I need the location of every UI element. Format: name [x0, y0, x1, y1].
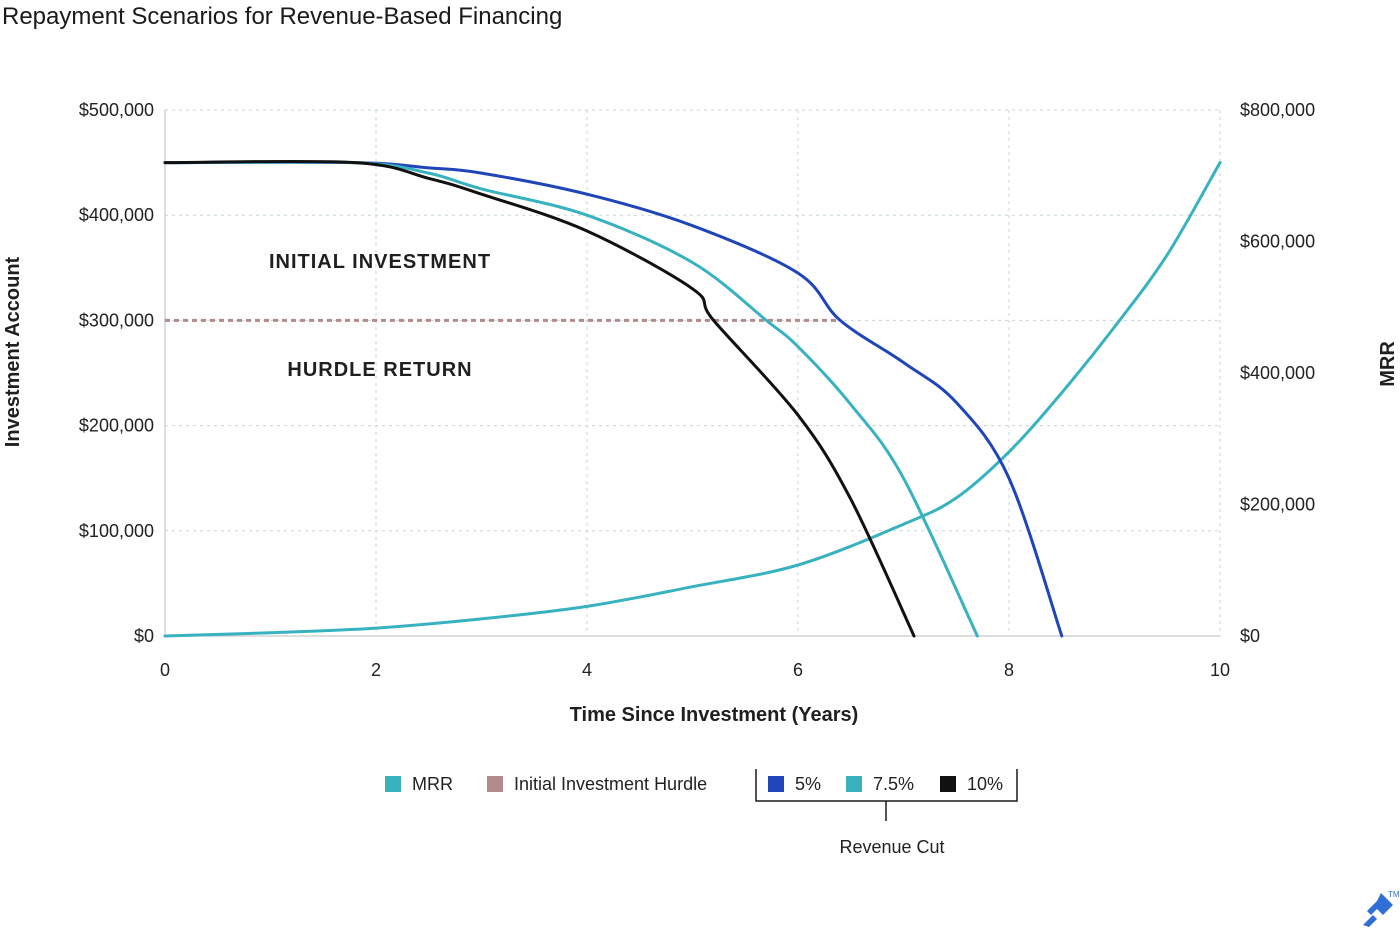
- legend-hurdle-label: Initial Investment Hurdle: [514, 774, 707, 794]
- y2-tick-label: $800,000: [1240, 100, 1315, 120]
- region-labels: INITIAL INVESTMENT HURDLE RETURN: [269, 251, 491, 381]
- chart-title: Repayment Scenarios for Revenue-Based Fi…: [2, 3, 562, 30]
- y-axis-label: Investment Account: [2, 256, 24, 447]
- y-tick-label: $0: [134, 626, 154, 646]
- series-line-7-5: [163, 160, 979, 638]
- legend-group-label: Revenue Cut: [839, 837, 944, 857]
- y-tick-label: $500,000: [79, 100, 154, 120]
- x-axis-label: Time Since Investment (Years): [570, 704, 859, 726]
- y2-tick-label: $200,000: [1240, 495, 1315, 515]
- legend-7-5pct-swatch: [846, 776, 862, 792]
- series-lines: [163, 159, 1222, 638]
- series-line-mrr: [163, 161, 1222, 638]
- grid: [164, 109, 1221, 637]
- legend-5pct-swatch: [768, 776, 784, 792]
- x-tick-label: 10: [1210, 660, 1230, 680]
- region-label: HURDLE RETURN: [287, 359, 472, 381]
- legend-mrr-label: MRR: [412, 774, 453, 794]
- x-tick-label: 4: [582, 660, 592, 680]
- region-label: INITIAL INVESTMENT: [269, 251, 491, 273]
- series-line-10: [163, 159, 916, 638]
- x-tick-label: 8: [1004, 660, 1014, 680]
- legend-10pct-label: 10%: [967, 774, 1003, 794]
- y-tick-label: $100,000: [79, 521, 154, 541]
- legend-7-5pct-label: 7.5%: [873, 774, 914, 794]
- y-tick-label: $200,000: [79, 416, 154, 436]
- svg-text:TM: TM: [1388, 890, 1400, 899]
- series-line-5: [163, 160, 1064, 638]
- brand-logo-icon: TM: [1363, 890, 1400, 927]
- legend: MRR Initial Investment Hurdle 5% 7.5% 10% Rev…: [385, 769, 1018, 857]
- legend-hurdle-swatch: [487, 776, 503, 792]
- legend-5pct-label: 5%: [795, 774, 821, 794]
- tick-labels: $0 $100,000 $200,000 $300,000 $400,000 $500,0…: [79, 100, 1315, 680]
- y-tick-label: $400,000: [79, 205, 154, 225]
- legend-10pct-swatch: [940, 776, 956, 792]
- y2-tick-label: $600,000: [1240, 232, 1315, 252]
- x-tick-label: 0: [160, 660, 170, 680]
- y2-axis-label: MRR: [1377, 341, 1399, 387]
- y2-tick-label: $0: [1240, 626, 1260, 646]
- legend-mrr-swatch: [385, 776, 401, 792]
- y2-tick-label: $400,000: [1240, 363, 1315, 383]
- y-tick-label: $300,000: [79, 310, 154, 330]
- x-tick-label: 2: [371, 660, 381, 680]
- x-tick-label: 6: [793, 660, 803, 680]
